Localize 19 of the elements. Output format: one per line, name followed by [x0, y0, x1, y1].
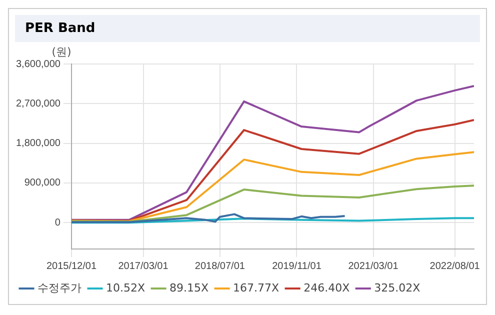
y-tick-label: 1,800,000 — [16, 138, 61, 150]
legend-label: 167.77X — [233, 281, 280, 294]
legend-label: 10.52X — [106, 281, 146, 294]
x-tick-label: 2021/03/01 — [348, 260, 399, 272]
legend-label: 수정주가 — [38, 281, 82, 294]
y-axis-title: (원) — [52, 45, 72, 58]
x-tick-label: 2015/12/01 — [46, 260, 97, 272]
legend-label: 89.15X — [170, 281, 210, 294]
legend-label: 325.02X — [374, 281, 421, 294]
x-tick-label: 2019/11/01 — [272, 260, 322, 272]
legend-label: 246.40X — [304, 281, 350, 294]
y-tick-label: 3,600,000 — [16, 58, 61, 70]
y-tick-label: 2,700,000 — [16, 98, 61, 110]
x-tick-label: 2022/08/01 — [430, 260, 480, 272]
x-tick-label: 2018/07/01 — [194, 260, 246, 272]
chart-title: PER Band — [15, 15, 480, 42]
y-tick-label: 0 — [54, 217, 61, 228]
y-tick-label: 900,000 — [24, 178, 61, 189]
x-tick-label: 2017/03/01 — [118, 260, 169, 272]
